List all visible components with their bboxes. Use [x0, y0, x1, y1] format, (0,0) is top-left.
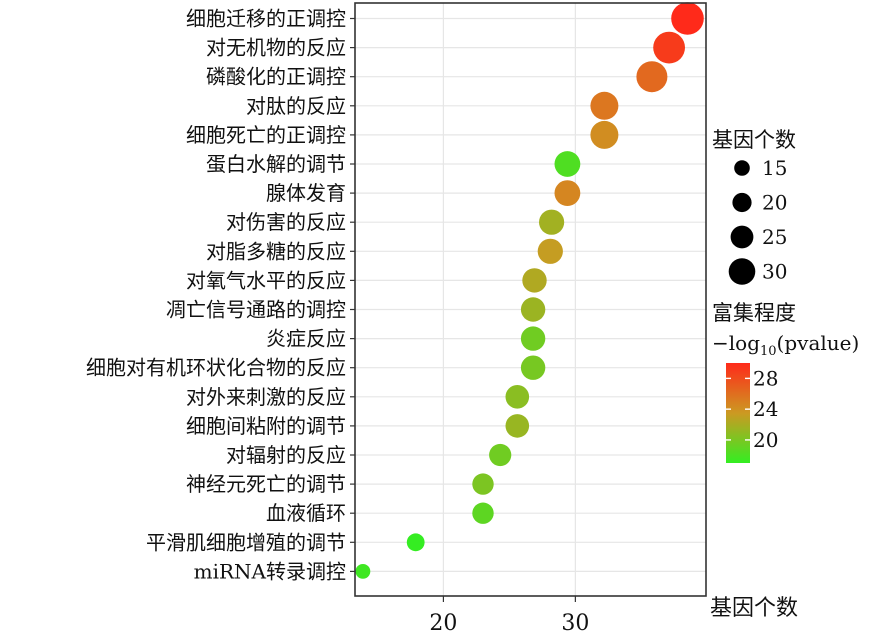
size-legend-key	[732, 192, 752, 213]
category-label: 细胞间粘附的调节	[186, 414, 346, 438]
data-point	[505, 414, 530, 438]
data-point	[537, 238, 563, 264]
color-legend: 富集程度 −log10(pvalue) 28 24 20	[712, 301, 859, 463]
size-legend-label: 20	[762, 191, 787, 215]
data-point	[520, 326, 546, 351]
color-legend-title: 富集程度	[712, 301, 796, 325]
data-point	[355, 564, 371, 579]
category-label: 血液循环	[266, 501, 346, 525]
y-axis-category-labels: 细胞迁移的正调控对无机物的反应磷酸化的正调控对肽的反应细胞死亡的正调控蛋白水解的…	[86, 7, 346, 584]
category-label: 对氧气水平的反应	[186, 268, 346, 292]
data-point	[489, 443, 512, 467]
category-label: 细胞对有机环状化合物的反应	[86, 356, 346, 380]
data-point	[472, 473, 494, 495]
size-legend-key	[728, 258, 756, 285]
category-label: 炎症反应	[266, 327, 346, 351]
size-legend-label: 25	[762, 225, 787, 249]
data-point	[505, 385, 530, 409]
data-point	[406, 533, 425, 552]
category-label: 细胞迁移的正调控	[186, 7, 346, 31]
x-axis-title: 基因个数	[710, 596, 798, 621]
data-point	[554, 180, 581, 207]
category-label: 腺体发育	[266, 181, 346, 205]
y-axis-ticks	[350, 17, 355, 573]
data-point	[590, 91, 619, 120]
colorbar-tick-label: 24	[753, 397, 778, 421]
data-point	[520, 297, 546, 322]
category-label: 对脂多糖的反应	[206, 239, 346, 263]
data-point	[539, 209, 565, 235]
category-label: 对辐射的反应	[226, 443, 346, 467]
data-point	[636, 61, 668, 93]
data-point	[590, 120, 619, 149]
category-label: 凋亡信号通路的调控	[166, 298, 346, 322]
x-axis-ticks: 20 30	[429, 596, 589, 636]
x-tick-label: 20	[429, 611, 457, 634]
category-label: 神经元死亡的调节	[186, 472, 346, 496]
category-label: 细胞死亡的正调控	[186, 123, 346, 147]
colorbar-tick-label: 28	[753, 366, 778, 390]
color-legend-subtitle: −log10(pvalue)	[712, 331, 859, 359]
size-legend-key	[730, 225, 754, 249]
category-label: 对肽的反应	[246, 94, 346, 118]
data-points	[355, 2, 704, 579]
category-label: 平滑肌细胞增殖的调节	[146, 530, 346, 554]
size-legend: 基因个数 15 20 25 30	[712, 128, 796, 285]
data-point	[653, 31, 685, 64]
plot-panel-border	[354, 2, 707, 597]
colorbar	[726, 363, 750, 463]
data-point	[520, 355, 546, 380]
category-label: 蛋白水解的调节	[206, 152, 346, 176]
size-legend-key	[734, 160, 750, 176]
colorbar-tick-label: 20	[753, 428, 778, 452]
category-label: 对伤害的反应	[226, 210, 346, 234]
size-legend-title: 基因个数	[712, 128, 796, 152]
category-label: 对外来刺激的反应	[186, 385, 346, 409]
size-legend-label: 30	[762, 260, 787, 284]
category-label: 磷酸化的正调控	[206, 65, 346, 89]
x-tick-label: 30	[561, 611, 589, 634]
data-point	[522, 268, 547, 293]
size-legend-label: 15	[762, 156, 787, 180]
category-label: 对无机物的反应	[206, 36, 346, 60]
data-point	[554, 151, 581, 177]
category-label: miRNA转录调控	[194, 559, 346, 583]
data-point	[671, 2, 704, 35]
data-point	[472, 502, 494, 524]
